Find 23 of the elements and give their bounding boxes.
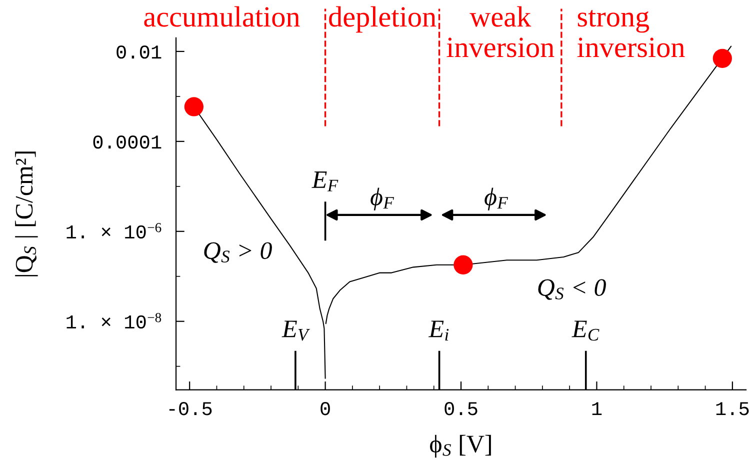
y-axis-title: |Q$_{S}$ | [C/cm²]	[15, 152, 38, 276]
series-label: Q$_{S}$ > 0	[204, 242, 272, 263]
annotation: ϕ$_{F}$	[370, 188, 394, 210]
x-tick-label: 0	[320, 402, 330, 416]
series-label: Q$_{S}$ < 0	[538, 279, 606, 300]
x-tick-label: 1	[592, 402, 602, 416]
annotation: weak inversion	[446, 6, 554, 58]
y-tick-label: 0.0001	[93, 135, 162, 149]
y-tick-label: 0.01	[116, 45, 162, 59]
annotation: ϕ$_{F}$	[484, 188, 508, 210]
text: depletion	[329, 6, 436, 33]
ref-line-label: E$_{F}$	[312, 171, 338, 192]
ref-line-label: E$_{i}$	[428, 320, 449, 341]
ref-line-label: E$_{V}$	[282, 320, 310, 341]
annotation: strong inversion	[577, 10, 685, 58]
x-axis-title: ϕ$_{S}$ [V]	[430, 434, 491, 458]
x-tick-label: 1.5	[716, 402, 749, 416]
x-tick-label: 0.5	[444, 402, 478, 416]
y-tick-label: 1. × 10$^{−6}$	[66, 223, 162, 239]
text: accumulation	[144, 6, 300, 27]
x-tick-label: -0.5	[169, 402, 212, 416]
y-tick-label: 1. × 10$^{−8}$	[66, 313, 162, 329]
ref-line-label: E$_{C}$	[572, 320, 600, 341]
